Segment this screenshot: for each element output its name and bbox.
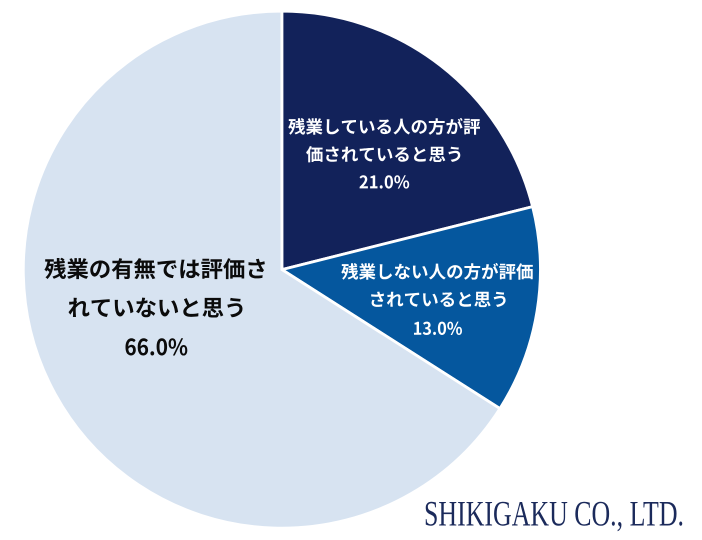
svg-text:SHIKIGAKU CO., LTD.: SHIKIGAKU CO., LTD. [424,494,684,534]
